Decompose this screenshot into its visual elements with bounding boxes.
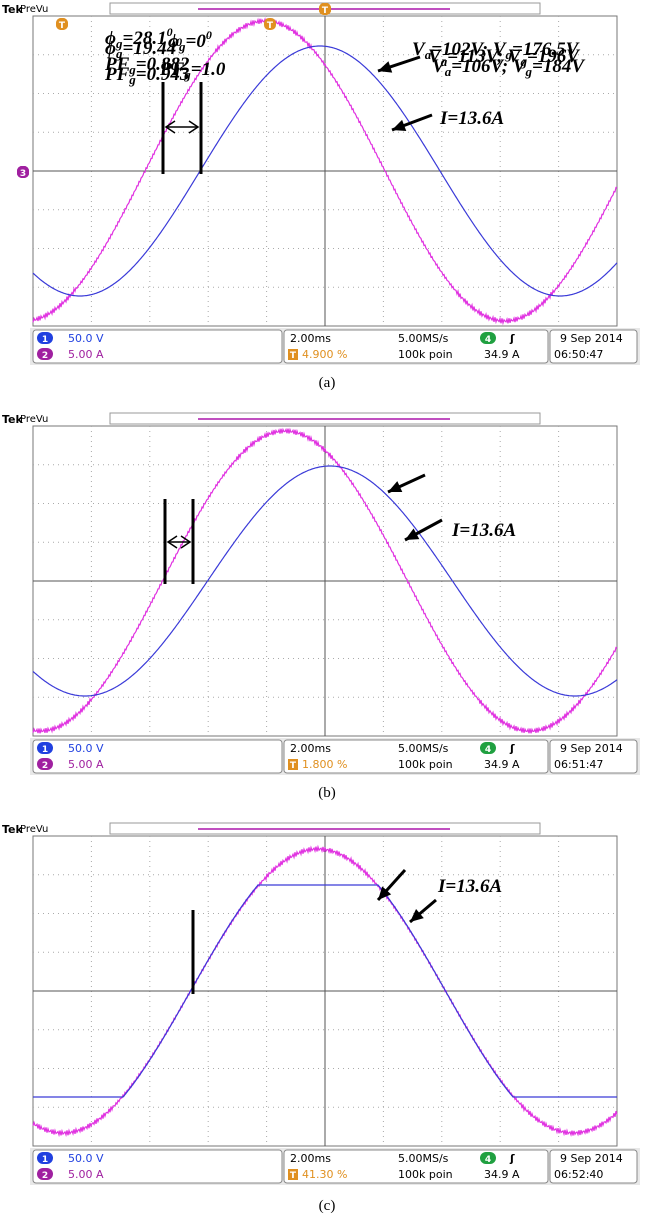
trigger-level: 34.9 A	[484, 758, 520, 771]
caption: (c)	[319, 1198, 336, 1214]
time: 06:50:47	[554, 348, 603, 361]
phase-label-part: 0	[206, 28, 212, 42]
figure: TekPreVuI=13.6A150.0 V25.00 A2.00msT4.90…	[0, 0, 654, 1227]
timebase: 2.00ms	[290, 1152, 331, 1165]
current-label: I=13.6A	[437, 876, 502, 897]
ch4-marker: 4	[485, 745, 491, 755]
pf-label: PFg=1.0	[159, 59, 226, 82]
caption: (b)	[318, 785, 336, 801]
pf-label-part: PF	[104, 64, 130, 85]
ch1-marker: 1	[42, 335, 48, 345]
mode: PreVu	[20, 824, 48, 835]
date: 9 Sep 2014	[560, 332, 623, 345]
ch1-scale: 50.0 V	[68, 332, 104, 345]
ch2-scale: 5.00 A	[68, 758, 104, 771]
ch2-scale: 5.00 A	[68, 348, 104, 361]
time: 06:51:47	[554, 758, 603, 771]
phase-label: ϕg=00	[168, 28, 212, 54]
date: 9 Sep 2014	[560, 1152, 623, 1165]
phase-label-part: ϕ	[168, 31, 179, 52]
ch2-marker: 2	[42, 761, 48, 771]
pf-label-part: PF	[159, 59, 185, 80]
voltage-label-part: =176.5V	[512, 39, 580, 60]
pf-label-part: =1.0	[191, 59, 226, 80]
trigger-pos-marker: T	[290, 761, 297, 771]
trigger-pos-marker: T	[290, 1171, 297, 1181]
sample-rate: 5.00MS/s	[398, 742, 449, 755]
caption: (a)	[319, 375, 336, 391]
trigger-slope: ʃ	[509, 742, 515, 755]
trigger-level: 34.9 A	[484, 1168, 520, 1181]
time: 06:52:40	[554, 1168, 603, 1181]
mode: PreVu	[20, 414, 48, 425]
ch4-marker: 4	[485, 335, 491, 345]
trigger-position: 4.900 %	[302, 348, 347, 361]
trigger-position: 1.800 %	[302, 758, 347, 771]
ch2-scale: 5.00 A	[68, 1168, 104, 1181]
trigger-marker: T	[59, 21, 66, 31]
ch1-marker: 1	[42, 745, 48, 755]
trigger-marker: T	[322, 6, 329, 16]
trigger-marker: T	[267, 21, 274, 31]
sample-rate: 5.00MS/s	[398, 1152, 449, 1165]
trigger-position: 41.30 %	[302, 1168, 347, 1181]
ch2-marker: 2	[42, 1171, 48, 1181]
timebase: 2.00ms	[290, 332, 331, 345]
trigger-level: 34.9 A	[484, 348, 520, 361]
timebase: 2.00ms	[290, 742, 331, 755]
ch1-scale: 50.0 V	[68, 742, 104, 755]
ch4-marker: 4	[485, 1155, 491, 1165]
ground-marker: 3	[20, 169, 26, 179]
voltage-label: Va=102V; Vg=176.5V	[412, 39, 580, 62]
mode: PreVu	[20, 4, 48, 15]
trigger-pos-marker: T	[290, 351, 297, 361]
trigger-slope: ʃ	[509, 1152, 515, 1165]
record-length: 100k poin	[398, 1168, 453, 1181]
current-label: I=13.6A	[451, 520, 516, 541]
current-label: I=13.6A	[439, 108, 504, 129]
record-length: 100k poin	[398, 348, 453, 361]
ch2-marker: 2	[42, 351, 48, 361]
phase-label-part: =0	[186, 31, 207, 52]
ch1-scale: 50.0 V	[68, 1152, 104, 1165]
phase-label-part: ϕ	[105, 38, 116, 59]
voltage-label-part: =102V; V	[431, 39, 507, 60]
scope-panel: TekPreVuI=13.6A150.0 V25.00 A2.00msT41.3…	[2, 823, 640, 1214]
ch1-marker: 1	[42, 1155, 48, 1165]
page: TekPreVuI=13.6A150.0 V25.00 A2.00msT4.90…	[0, 0, 654, 1227]
trigger-slope: ʃ	[509, 332, 515, 345]
sample-rate: 5.00MS/s	[398, 332, 449, 345]
record-length: 100k poin	[398, 758, 453, 771]
date: 9 Sep 2014	[560, 742, 623, 755]
